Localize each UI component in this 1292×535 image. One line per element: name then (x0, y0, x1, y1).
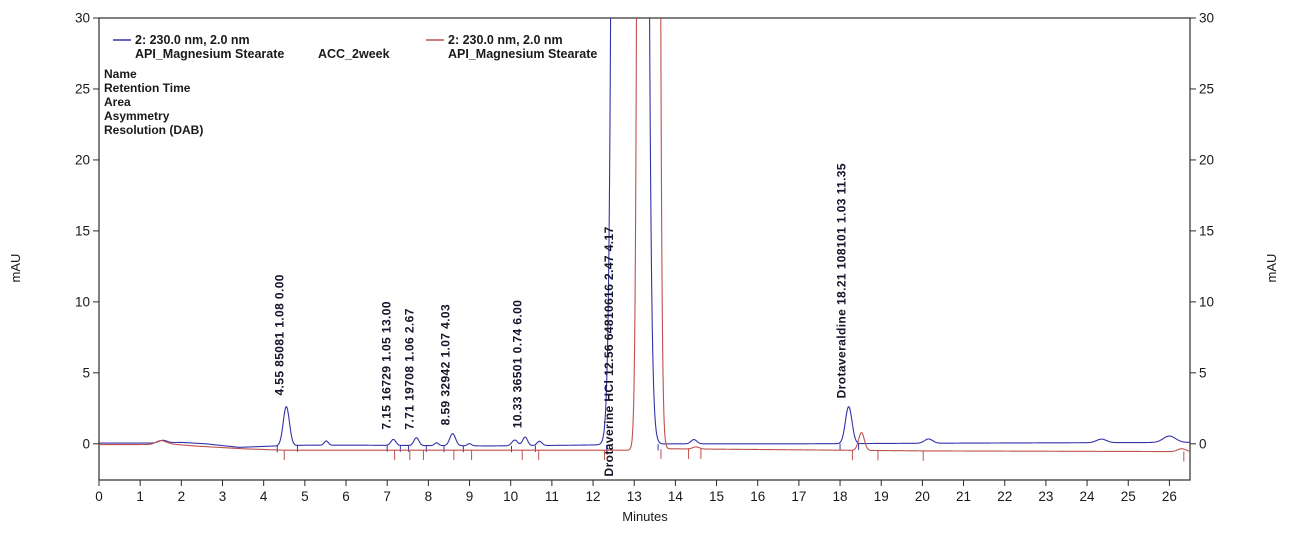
trace-blue-acc-2week (99, 18, 1190, 448)
plot-frame (98, 17, 1191, 481)
y-tick-label-left: 25 (75, 81, 90, 96)
peak-header-name: Name (104, 67, 137, 81)
x-tick-label: 20 (915, 489, 930, 504)
peak-annotation: Drotaverine HCl 12.56 64810616 2.47 4.17 (602, 226, 616, 476)
x-tick-label: 3 (219, 489, 227, 504)
x-axis-title: Minutes (622, 509, 668, 524)
x-tick-label: 4 (260, 489, 268, 504)
x-tick-label: 23 (1038, 489, 1053, 504)
x-tick-label: 25 (1121, 489, 1136, 504)
legend: 2: 230.0 nm, 2.0 nm API_Magnesium Steara… (113, 33, 597, 61)
y-tick-label-right: 15 (1199, 223, 1214, 238)
x-tick-label: 13 (627, 489, 642, 504)
x-tick-label: 17 (791, 489, 806, 504)
y-tick-label-left: 10 (75, 294, 90, 309)
x-tick-label: 2 (178, 489, 186, 504)
peak-annotation: 10.33 36501 0.74 6.00 (510, 300, 524, 429)
x-tick-label: 24 (1080, 489, 1096, 504)
y-tick-label-right: 5 (1199, 365, 1207, 380)
x-tick-label: 18 (833, 489, 848, 504)
y-tick-label-left: 20 (75, 152, 90, 167)
y-tick-label-left: 5 (82, 365, 90, 380)
x-tick-label: 22 (997, 489, 1012, 504)
x-axis-ticks: 0 1 2 3 4 5 6 7 8 9 10 11 12 13 14 15 16 17 18 19 20 21 22 23 24… (95, 480, 1177, 504)
x-tick-label: 8 (425, 489, 433, 504)
y-axis-title-right: mAU (1264, 254, 1279, 283)
y-tick-label-left: 15 (75, 223, 90, 238)
peak-annotation: 7.71 19708 1.06 2.67 (402, 308, 416, 429)
peak-table-header: Name Retention Time Area Asymmetry Resol… (104, 67, 203, 137)
legend-detector-1: 2: 230.0 nm, 2.0 nm (135, 33, 250, 47)
legend-detector-2: 2: 230.0 nm, 2.0 nm (448, 33, 563, 47)
peak-header-retention-time: Retention Time (104, 81, 191, 95)
peak-annotations: 4.55 85081 1.08 0.00 7.15 16729 1.05 13.0… (272, 163, 848, 476)
y-axis-ticks: 0 0 5 5 10 10 15 15 20 20 25 25 30 30 (75, 11, 1214, 452)
x-tick-label: 15 (709, 489, 724, 504)
x-tick-label: 19 (874, 489, 889, 504)
y-tick-label-right: 25 (1199, 81, 1214, 96)
x-tick-label: 9 (466, 489, 474, 504)
x-tick-label: 26 (1162, 489, 1177, 504)
peak-header-resolution: Resolution (DAB) (104, 123, 203, 137)
x-tick-label: 7 (383, 489, 391, 504)
y-axis-title-left: mAU (8, 254, 23, 283)
x-tick-label: 12 (586, 489, 601, 504)
trace-red-reference (99, 18, 1190, 453)
peak-annotation: 4.55 85081 1.08 0.00 (272, 274, 286, 395)
y-tick-label-right: 0 (1199, 436, 1207, 451)
x-tick-label: 1 (136, 489, 144, 504)
x-tick-label: 10 (503, 489, 518, 504)
x-tick-label: 21 (956, 489, 971, 504)
y-tick-label-right: 30 (1199, 11, 1214, 26)
peak-annotation: Drotaveraldine 18.21 108101 1.03 11.35 (835, 163, 849, 398)
x-tick-label: 14 (668, 489, 684, 504)
peak-annotation: 8.59 32942 1.07 4.03 (439, 304, 453, 425)
y-tick-label-right: 20 (1199, 152, 1214, 167)
peak-header-area: Area (104, 95, 131, 109)
x-tick-label: 0 (95, 489, 103, 504)
legend-sample-2: API_Magnesium Stearate (448, 47, 597, 61)
x-tick-label: 11 (545, 489, 559, 504)
x-tick-label: 16 (750, 489, 765, 504)
peak-annotation: 7.15 16729 1.05 13.00 (379, 301, 393, 430)
peak-header-asymmetry: Asymmetry (104, 109, 170, 123)
x-tick-label: 5 (301, 489, 309, 504)
y-tick-label-left: 30 (75, 11, 90, 26)
chromatogram-traces (99, 18, 1190, 462)
x-tick-label: 6 (342, 489, 350, 504)
y-tick-label-left: 0 (82, 436, 90, 451)
legend-sample-1: API_Magnesium Stearate (135, 47, 284, 61)
y-tick-label-right: 10 (1199, 294, 1214, 309)
legend-run-1: ACC_2week (318, 47, 390, 61)
